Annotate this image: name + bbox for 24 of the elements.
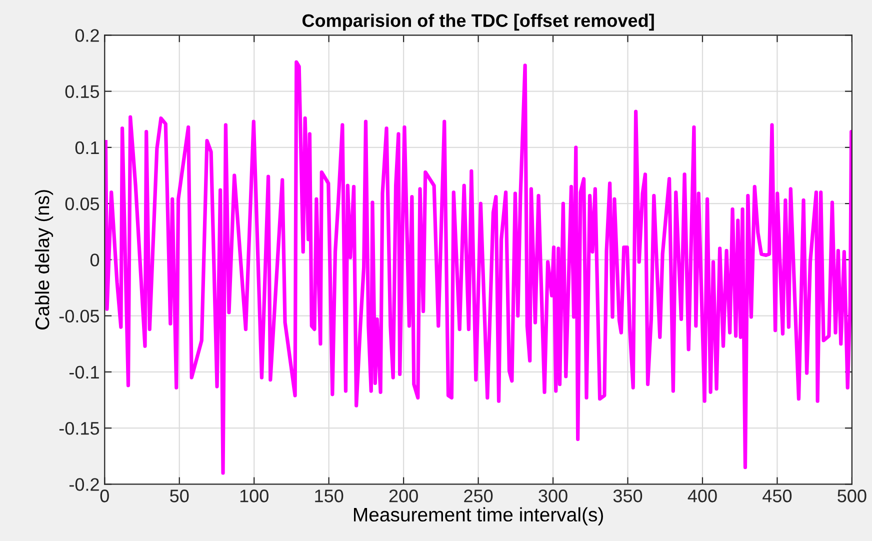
x-tick-label: 350 — [613, 490, 642, 502]
chart-title: Comparision of the TDC [offset removed] — [302, 14, 654, 31]
line-series — [104, 60, 852, 475]
x-tick-label: 400 — [688, 490, 717, 502]
x-tick-label: 200 — [389, 490, 418, 502]
y-tick-label: -0.1 — [69, 366, 99, 379]
x-tick-label: 100 — [240, 490, 268, 502]
x-tick-label: 150 — [315, 490, 344, 502]
y-tick-label: -0.05 — [59, 310, 100, 323]
y-tick-label: -0.2 — [69, 478, 99, 491]
y-tick-label: 0.05 — [65, 197, 100, 210]
y-tick-label: -0.15 — [59, 422, 100, 435]
y-axis-title: Cable delay (ns) — [34, 190, 54, 330]
x-tick-label: 300 — [538, 490, 568, 502]
y-tick-label: 0 — [90, 254, 100, 266]
x-tick-label: 250 — [464, 490, 493, 502]
x-axis-title: Measurement time interval(s) — [354, 507, 603, 526]
x-tick-label: 50 — [170, 490, 189, 502]
x-tick-label: 450 — [762, 490, 792, 502]
x-tick-label: 0 — [100, 490, 109, 502]
x-tick-label: 500 — [838, 490, 866, 502]
y-tick-label: 0.1 — [75, 141, 99, 154]
y-tick-label: 0.2 — [75, 29, 99, 42]
y-tick-label: 0.15 — [65, 85, 100, 98]
